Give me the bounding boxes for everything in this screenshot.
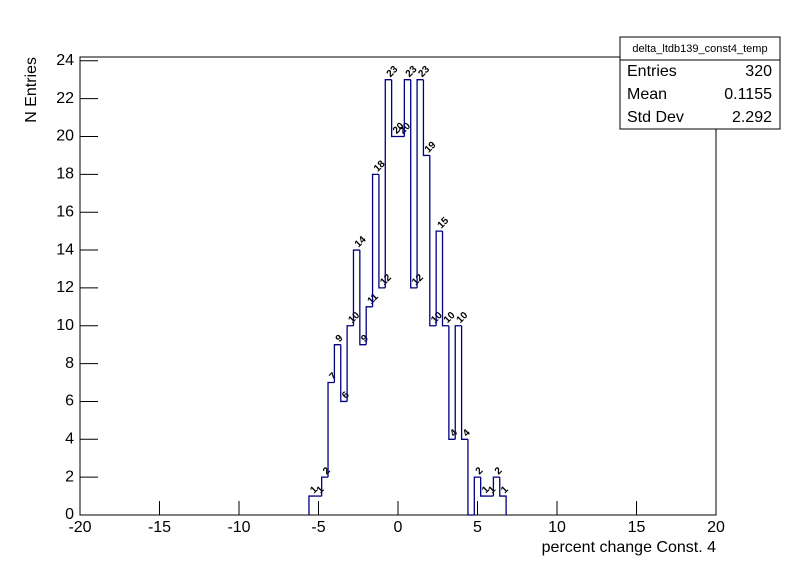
y-tick-label: 2 xyxy=(65,468,74,485)
histogram-bin xyxy=(473,476,481,515)
x-tick-label: 5 xyxy=(473,519,482,536)
histogram-bin xyxy=(333,344,341,383)
histogram-bin xyxy=(448,325,456,440)
histogram-bin xyxy=(429,155,437,327)
stats-value: 2.292 xyxy=(732,109,772,126)
stats-label: Mean xyxy=(627,86,667,103)
stats-box xyxy=(619,36,781,130)
y-tick-label: 22 xyxy=(56,90,74,107)
x-tick-label: 10 xyxy=(548,519,566,536)
histogram-bin xyxy=(365,306,373,345)
histogram-bin xyxy=(308,495,316,515)
histogram-bin xyxy=(321,476,329,497)
y-tick-label: 12 xyxy=(56,279,74,296)
histogram-bin xyxy=(467,439,475,516)
x-tick-label: 0 xyxy=(394,519,403,536)
histogram-bin xyxy=(378,174,386,289)
y-tick-label: 16 xyxy=(56,203,74,220)
x-tick-label: 20 xyxy=(707,519,725,536)
histogram-bin xyxy=(403,79,411,137)
x-tick-label: -15 xyxy=(148,519,171,536)
histogram-bin xyxy=(499,477,507,515)
histogram-bin xyxy=(460,325,468,440)
histogram-bin xyxy=(352,249,360,326)
histogram-bin xyxy=(454,325,462,440)
histogram-bin xyxy=(390,79,398,138)
y-tick-label: 8 xyxy=(65,355,74,372)
histogram-bin xyxy=(340,344,348,403)
histogram-bin xyxy=(346,325,354,402)
histogram-bin xyxy=(416,79,424,288)
histogram-bin xyxy=(327,381,335,478)
y-tick-label: 18 xyxy=(56,166,74,183)
histogram-bin xyxy=(359,250,367,346)
y-tick-label: 10 xyxy=(56,317,74,334)
histogram-bin xyxy=(422,79,430,157)
x-axis-label: percent change Const. 4 xyxy=(542,539,716,556)
histogram-bin xyxy=(492,476,500,497)
y-axis-label: N Entries xyxy=(23,57,40,123)
histogram-bin xyxy=(480,477,488,497)
x-tick-label: -20 xyxy=(68,519,91,536)
y-tick-label: 6 xyxy=(65,393,74,410)
histogram-bin xyxy=(435,230,443,326)
stats-value: 0.1155 xyxy=(724,86,772,103)
stats-title: delta_ltdb139_const4_temp xyxy=(632,43,767,55)
y-tick-label: 0 xyxy=(65,506,74,523)
stats-label: Entries xyxy=(627,63,677,80)
histogram-bin xyxy=(410,79,418,289)
y-tick-label: 24 xyxy=(56,52,74,69)
x-tick-label: -5 xyxy=(311,519,325,536)
y-tick-label: 14 xyxy=(56,241,74,258)
histogram-bin xyxy=(384,79,392,288)
histogram-bin xyxy=(441,231,449,327)
stats-value: 320 xyxy=(745,63,772,80)
histogram-bin xyxy=(371,173,379,307)
x-tick-label: 15 xyxy=(628,519,646,536)
x-tick-label: -10 xyxy=(227,519,250,536)
y-tick-label: 4 xyxy=(65,431,74,448)
stats-label: Std Dev xyxy=(627,109,684,126)
y-tick-label: 20 xyxy=(56,128,74,145)
